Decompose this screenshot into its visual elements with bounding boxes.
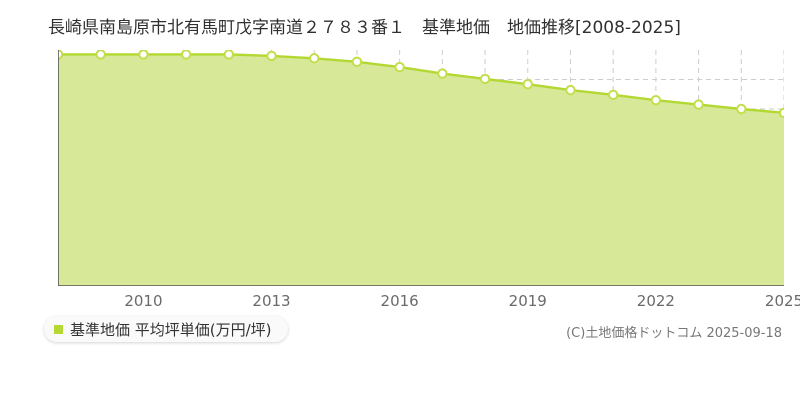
- legend-swatch-icon: [54, 324, 63, 334]
- data-point-marker: [180, 50, 192, 60]
- x-axis-tick-label: 2013: [252, 292, 291, 310]
- data-point-marker: [437, 68, 448, 79]
- x-axis-tick-label: 2010: [124, 292, 163, 310]
- copyright-credit: (C)土地価格ドットコム 2025-09-18: [566, 326, 782, 341]
- data-point-marker: [58, 50, 64, 60]
- chart-legend[interactable]: 基準地価 平均坪単価(万円/坪): [44, 316, 288, 342]
- data-point-marker: [309, 53, 320, 64]
- data-line: [58, 53, 784, 115]
- data-point-marker: [138, 50, 149, 60]
- data-point-marker: [266, 50, 277, 62]
- legend-label: 基準地価 平均坪単価(万円/坪): [70, 320, 272, 339]
- area-fill: [58, 54, 784, 286]
- data-point-marker: [693, 99, 704, 110]
- data-point-marker: [565, 84, 576, 96]
- data-point-marker: [394, 61, 405, 73]
- plot-area: [58, 50, 784, 286]
- x-axis-tick-label: 2019: [508, 292, 547, 310]
- data-point-marker: [778, 107, 784, 119]
- x-axis-tick-label: 2025: [764, 292, 800, 310]
- data-point-marker: [522, 79, 533, 90]
- data-point-marker: [479, 73, 491, 85]
- chart-svg: [58, 50, 784, 286]
- x-axis-tick-label: 2016: [380, 292, 419, 310]
- data-point-marker: [351, 56, 363, 67]
- chart-title: 長崎県南島原市北有馬町戊字南道２７８３番１ 基準地価 地価推移[2008-202…: [48, 18, 681, 38]
- x-axis-tick-label: 2022: [636, 292, 675, 310]
- data-point-marker: [223, 50, 235, 60]
- data-point-marker: [736, 103, 747, 115]
- data-point-marker: [650, 94, 662, 106]
- data-point-marker: [607, 89, 619, 101]
- data-point-marker: [95, 50, 106, 60]
